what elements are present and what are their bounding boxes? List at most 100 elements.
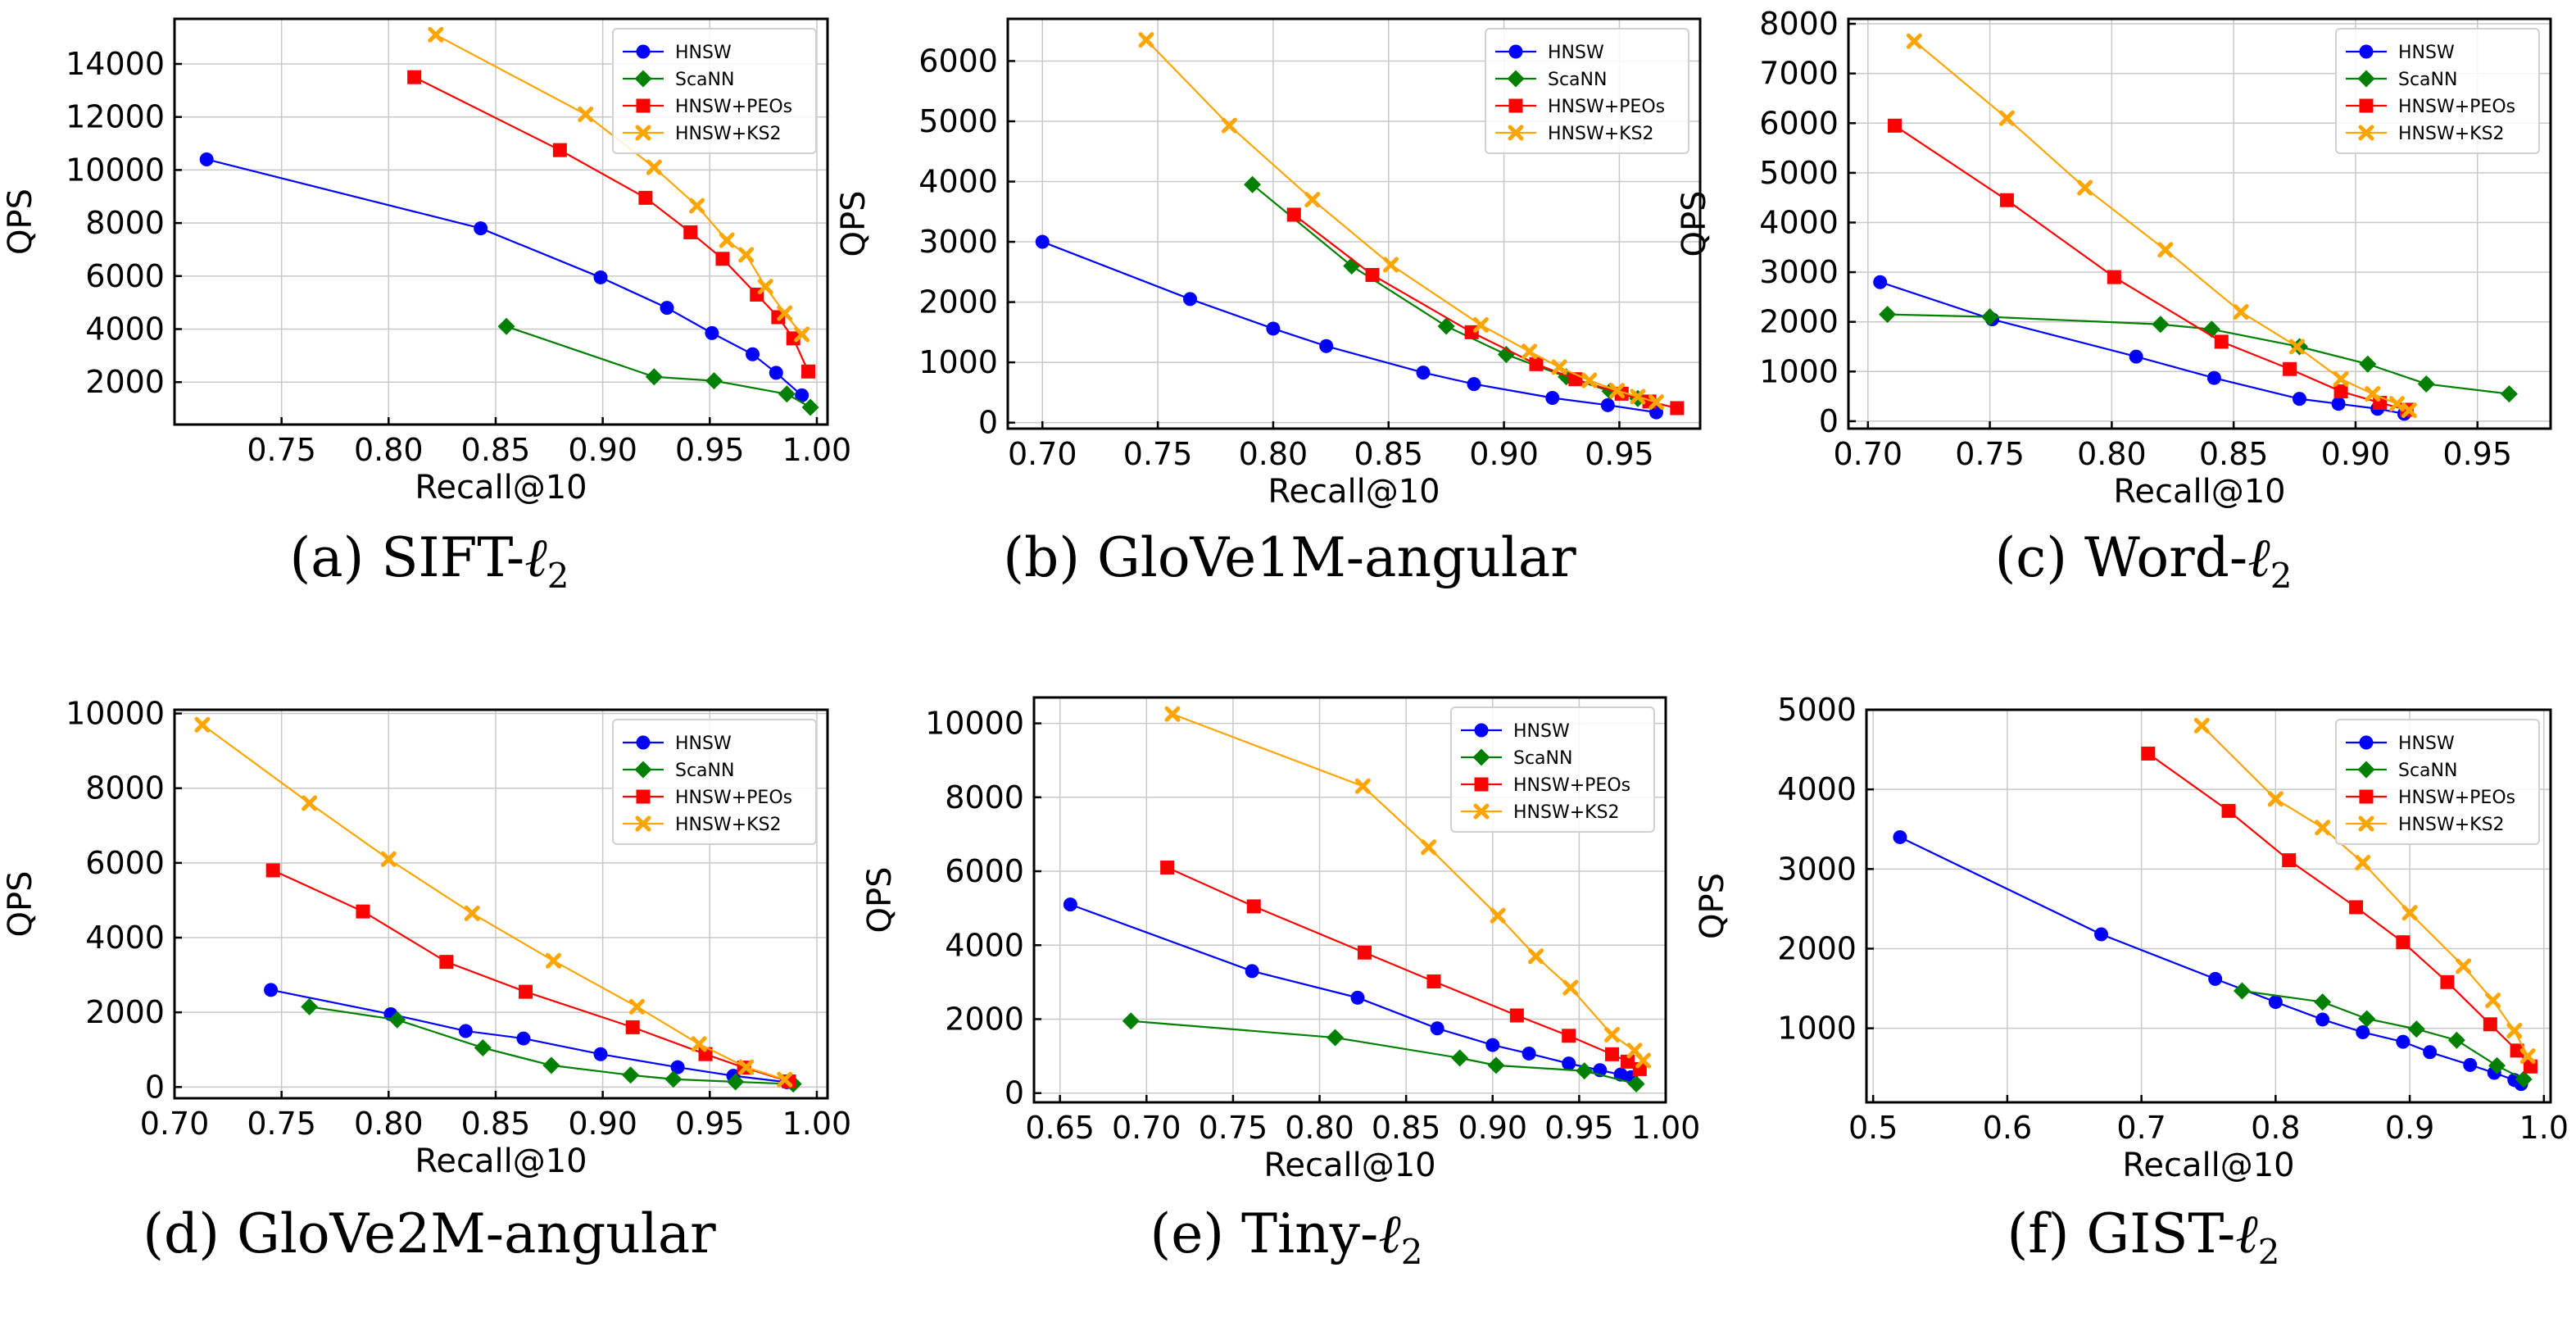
data-point xyxy=(2214,334,2229,349)
legend-label: HNSW+PEOs xyxy=(2398,97,2515,117)
data-point xyxy=(1893,829,1907,844)
data-point xyxy=(738,247,755,263)
data-point xyxy=(769,366,783,380)
x-tick-label: 0.65 xyxy=(1025,1110,1095,1146)
data-point xyxy=(458,1024,473,1038)
series-line xyxy=(206,158,803,397)
data-point xyxy=(1485,1038,1500,1052)
data-point xyxy=(738,1059,755,1075)
series-line xyxy=(2242,989,2524,1080)
data-point xyxy=(388,1011,406,1029)
legend-label: HNSW xyxy=(1513,721,1570,742)
x-tick-label: 0.95 xyxy=(1585,436,1654,472)
data-point xyxy=(2077,179,2093,196)
x-tick-label: 0.70 xyxy=(1834,436,1903,472)
x-tick-label: 0.9 xyxy=(2385,1110,2434,1146)
legend-label: ScaNN xyxy=(1548,70,1607,90)
chart-panel: 0.5 0.6 0.7 0.8 0.9 1.0 1000 2000 3000 4000 5000 HN… xyxy=(1694,692,2569,1272)
y-axis-label: QPS xyxy=(861,867,899,934)
legend-label: ScaNN xyxy=(1513,748,1572,769)
y-tick-label: 2000 xyxy=(1777,930,1857,966)
data-point xyxy=(625,1020,640,1034)
data-point xyxy=(1063,897,1077,912)
data-point xyxy=(1138,32,1154,48)
legend-label: HNSW+PEOs xyxy=(1548,97,1665,117)
data-point xyxy=(1246,899,1261,914)
data-point xyxy=(705,325,719,340)
y-tick-label: 2000 xyxy=(85,994,165,1030)
data-point xyxy=(1437,317,1455,335)
data-point xyxy=(646,159,662,175)
data-point xyxy=(546,952,562,969)
data-point xyxy=(2157,242,2174,258)
x-tick-label: 0.85 xyxy=(1372,1110,1441,1146)
legend-label: HNSW+PEOs xyxy=(1513,775,1630,796)
y-tick-label: 0 xyxy=(145,1069,165,1105)
legend-marker xyxy=(2359,735,2374,750)
data-point xyxy=(1357,945,1372,960)
data-point xyxy=(265,863,280,878)
data-point xyxy=(1266,321,1281,336)
legend: HNSW ScaNN HNSW+PEOs HNSW+KS2 xyxy=(612,28,817,154)
legend-label: HNSW+KS2 xyxy=(675,815,782,835)
y-tick-label: 2000 xyxy=(1759,304,1839,340)
data-point xyxy=(1430,1021,1444,1036)
data-point xyxy=(2423,1045,2438,1060)
legend-marker xyxy=(1474,777,1489,792)
data-point xyxy=(670,1060,685,1074)
data-point xyxy=(1122,1012,1140,1030)
data-point xyxy=(2447,1031,2465,1049)
data-point xyxy=(727,1073,745,1091)
legend-label: HNSW+KS2 xyxy=(1513,802,1620,823)
data-point xyxy=(1600,397,1615,412)
data-point xyxy=(689,198,705,214)
data-point xyxy=(199,152,214,166)
y-tick-label: 6000 xyxy=(918,43,998,79)
x-tick-label: 0.70 xyxy=(1008,436,1077,472)
x-axis-label: Recall@10 xyxy=(2122,1147,2294,1184)
data-point xyxy=(2221,803,2236,818)
data-point xyxy=(1873,275,1888,289)
legend-marker xyxy=(1508,125,1524,141)
legend-box xyxy=(612,28,817,154)
data-point xyxy=(1649,405,1663,420)
data-point xyxy=(1472,317,1489,334)
y-tick-label: 5000 xyxy=(1777,692,1857,728)
x-tick-label: 0.80 xyxy=(354,432,424,468)
x-axis-label: Recall@10 xyxy=(415,469,587,507)
legend-box xyxy=(612,719,817,845)
data-point xyxy=(439,955,454,970)
data-point xyxy=(2282,853,2297,868)
data-point xyxy=(1906,33,1922,49)
data-point xyxy=(542,1056,560,1074)
data-point xyxy=(2365,386,2381,402)
data-point xyxy=(519,984,533,999)
y-tick-label: 8000 xyxy=(1759,6,1839,42)
x-tick-label: 0.95 xyxy=(675,1106,745,1142)
data-point xyxy=(795,388,810,402)
x-tick-label: 0.90 xyxy=(1469,436,1539,472)
data-point xyxy=(2355,855,2371,871)
data-point xyxy=(2107,270,2121,284)
legend-label: ScaNN xyxy=(675,70,734,90)
x-axis-label: Recall@10 xyxy=(2113,473,2285,511)
data-point xyxy=(1421,839,1437,856)
legend-marker xyxy=(2357,70,2375,88)
data-point xyxy=(664,1070,683,1088)
data-point xyxy=(801,398,819,416)
chart-caption: (f) GIST-ℓ2 xyxy=(2007,1202,2280,1272)
series-line xyxy=(270,988,787,1083)
x-tick-label: 0.90 xyxy=(568,1106,637,1142)
legend-marker xyxy=(634,70,652,88)
y-tick-label: 5000 xyxy=(918,103,998,139)
data-point xyxy=(1627,1074,1645,1093)
data-point xyxy=(2208,971,2223,986)
y-axis-label: QPS xyxy=(2,871,39,938)
y-axis-label: QPS xyxy=(1676,191,1713,257)
x-tick-label: 0.85 xyxy=(1354,436,1423,472)
legend-label: HNSW xyxy=(675,43,732,63)
data-point xyxy=(1604,1026,1621,1043)
data-point xyxy=(2315,820,2331,836)
chart-caption: (a) SIFT-ℓ2 xyxy=(290,526,569,596)
data-point xyxy=(1648,394,1664,411)
